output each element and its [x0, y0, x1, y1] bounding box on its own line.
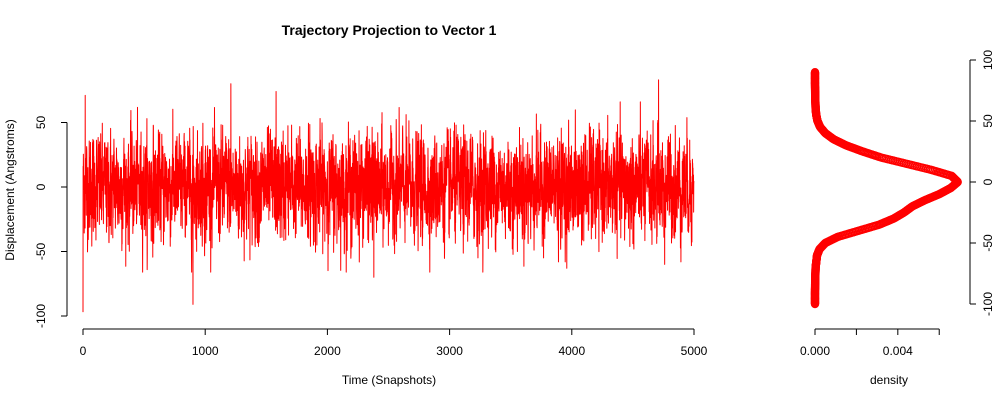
y-tick-label: 0 [34, 183, 48, 190]
trajectory-plot: Trajectory Projection to Vector 1 Time (… [3, 22, 708, 387]
density-y-tick-label: 0 [981, 178, 995, 185]
density-x-axis-label: density [870, 373, 908, 387]
density-x-axis: 0.000 0.004 [800, 328, 940, 358]
density-point [810, 67, 820, 77]
y-tick-label: -100 [34, 304, 48, 328]
x-tick-label: 4000 [558, 344, 585, 358]
y-axis-label: Displacement (Angstroms) [3, 119, 17, 260]
chart-title: Trajectory Projection to Vector 1 [282, 22, 497, 38]
y-tick-label: -50 [34, 243, 48, 261]
density-x-tick-label: 0.004 [883, 344, 913, 358]
y-axis: -100 -50 0 50 [34, 116, 68, 328]
density-y-axis: -100 -50 0 50 100 [969, 50, 995, 316]
x-tick-label: 0 [80, 344, 87, 358]
trajectory-series [82, 79, 695, 313]
density-y-tick-label: 50 [981, 114, 995, 128]
density-y-tick-label: 100 [981, 50, 995, 70]
x-tick-label: 2000 [314, 344, 341, 358]
density-y-tick-label: -50 [981, 234, 995, 252]
x-tick-label: 3000 [436, 344, 463, 358]
trajectory-line [82, 79, 695, 313]
x-axis-label: Time (Snapshots) [342, 373, 436, 387]
density-series [810, 67, 962, 309]
y-tick-label: 50 [34, 116, 48, 130]
density-x-tick-label: 0.000 [800, 344, 830, 358]
x-tick-label: 1000 [192, 344, 219, 358]
density-y-tick-label: -100 [981, 292, 995, 316]
density-plot: density 0.000 0.004 -100 -50 0 50 100 [800, 50, 995, 387]
x-tick-label: 5000 [681, 344, 708, 358]
x-axis: 0 1000 2000 3000 4000 5000 [80, 328, 708, 358]
